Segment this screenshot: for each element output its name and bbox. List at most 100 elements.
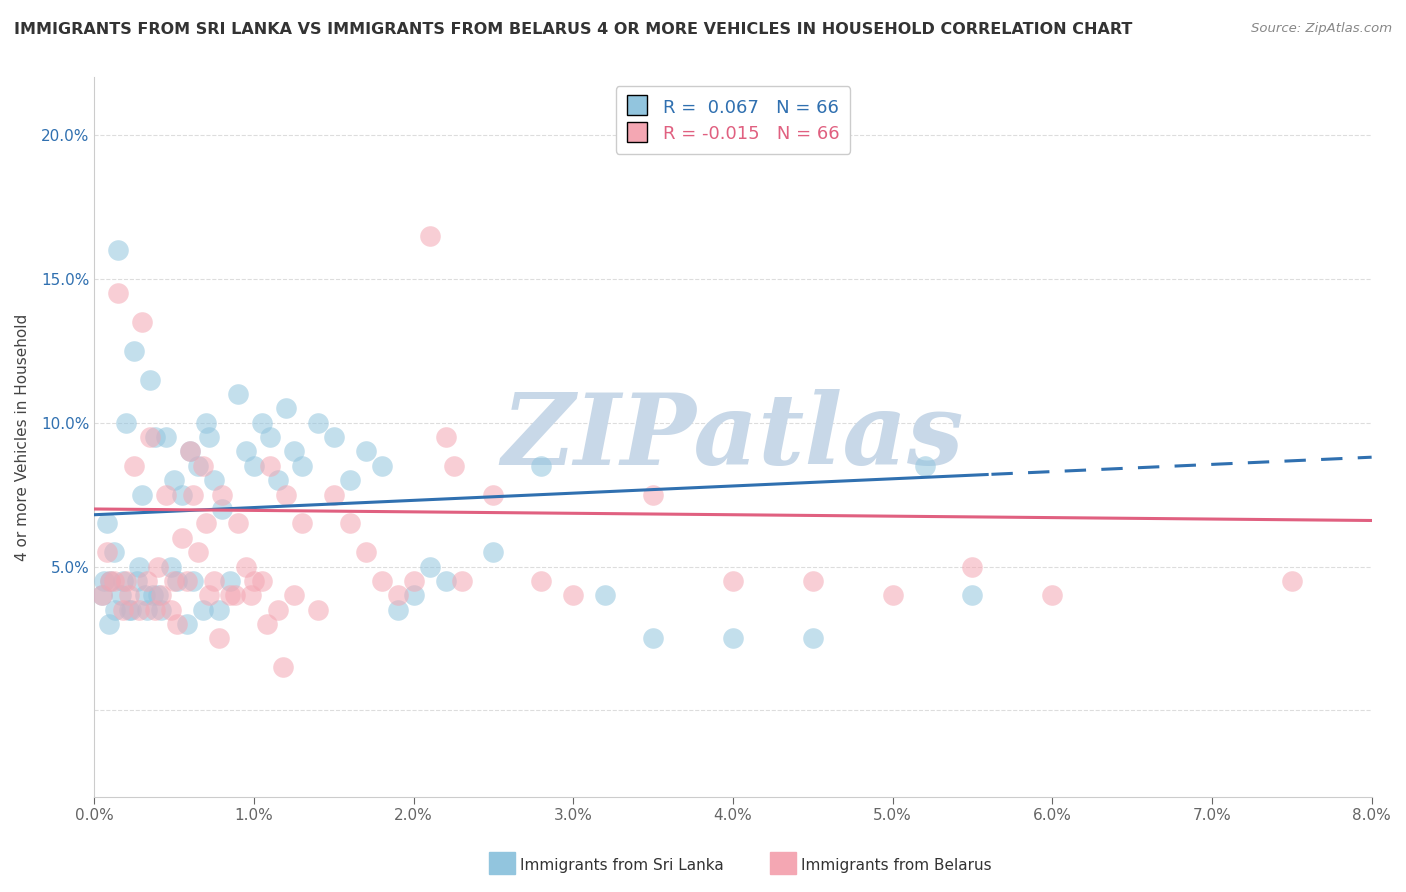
Point	[139, 430, 162, 444]
Point	[243, 458, 266, 473]
Point	[98, 574, 121, 588]
Point	[402, 574, 425, 588]
Point	[250, 574, 273, 588]
Point	[914, 458, 936, 473]
Point	[112, 574, 135, 588]
Point	[195, 516, 218, 531]
Point	[195, 416, 218, 430]
Point	[226, 387, 249, 401]
Point	[291, 458, 314, 473]
Point	[103, 574, 125, 588]
Point	[91, 588, 114, 602]
Point	[104, 602, 127, 616]
Point	[354, 444, 377, 458]
Point	[148, 588, 170, 602]
Point	[322, 430, 344, 444]
Point	[112, 602, 135, 616]
Point	[371, 458, 394, 473]
Point	[962, 588, 984, 602]
Point	[91, 588, 114, 602]
Point	[530, 458, 553, 473]
Point	[243, 574, 266, 588]
Point	[183, 487, 205, 501]
Point	[96, 545, 118, 559]
Point	[256, 617, 278, 632]
Point	[322, 487, 344, 501]
Point	[259, 458, 281, 473]
Point	[307, 416, 329, 430]
Point	[110, 588, 132, 602]
Point	[172, 487, 194, 501]
Point	[443, 458, 465, 473]
Point	[103, 545, 125, 559]
Point	[339, 516, 361, 531]
Point	[142, 588, 165, 602]
Point	[163, 473, 186, 487]
Point	[219, 588, 242, 602]
Point	[250, 416, 273, 430]
Point	[387, 602, 409, 616]
Point	[176, 574, 198, 588]
Point	[127, 574, 149, 588]
Point	[183, 574, 205, 588]
Text: Immigrants from Sri Lanka: Immigrants from Sri Lanka	[520, 858, 724, 872]
Point	[1040, 588, 1063, 602]
Point	[96, 516, 118, 531]
Point	[224, 588, 246, 602]
Point	[198, 588, 221, 602]
Point	[643, 632, 665, 646]
Text: ZIPatlas: ZIPatlas	[502, 389, 965, 485]
Point	[128, 559, 150, 574]
Point	[419, 228, 441, 243]
Point	[371, 574, 394, 588]
Point	[191, 602, 214, 616]
Point	[801, 632, 824, 646]
Point	[530, 574, 553, 588]
Point	[143, 430, 166, 444]
Point	[208, 632, 231, 646]
Point	[283, 588, 305, 602]
Point	[267, 473, 290, 487]
Point	[179, 444, 201, 458]
Point	[339, 473, 361, 487]
Point	[271, 660, 294, 674]
Point	[187, 545, 209, 559]
Point	[166, 574, 188, 588]
Point	[208, 602, 231, 616]
Point	[128, 602, 150, 616]
Point	[1281, 574, 1303, 588]
Point	[131, 315, 153, 329]
Point	[593, 588, 616, 602]
Point	[136, 574, 159, 588]
Point	[226, 516, 249, 531]
Point	[134, 588, 156, 602]
Point	[120, 602, 142, 616]
Point	[434, 430, 457, 444]
Point	[150, 602, 173, 616]
Point	[150, 588, 173, 602]
Point	[98, 574, 121, 588]
Point	[721, 574, 744, 588]
Point	[118, 588, 141, 602]
Point	[202, 574, 225, 588]
Point	[962, 559, 984, 574]
Point	[115, 416, 138, 430]
Point	[122, 458, 145, 473]
Point	[801, 574, 824, 588]
Point	[643, 487, 665, 501]
Text: IMMIGRANTS FROM SRI LANKA VS IMMIGRANTS FROM BELARUS 4 OR MORE VEHICLES IN HOUSE: IMMIGRANTS FROM SRI LANKA VS IMMIGRANTS …	[14, 22, 1132, 37]
Point	[450, 574, 472, 588]
Point	[148, 559, 170, 574]
Point	[107, 243, 129, 257]
Point	[387, 588, 409, 602]
Point	[562, 588, 585, 602]
Point	[267, 602, 290, 616]
Point	[160, 559, 183, 574]
Point	[402, 588, 425, 602]
Point	[107, 286, 129, 301]
Point	[211, 487, 233, 501]
Point	[419, 559, 441, 574]
Point	[155, 430, 177, 444]
Point	[274, 401, 297, 416]
Point	[160, 602, 183, 616]
